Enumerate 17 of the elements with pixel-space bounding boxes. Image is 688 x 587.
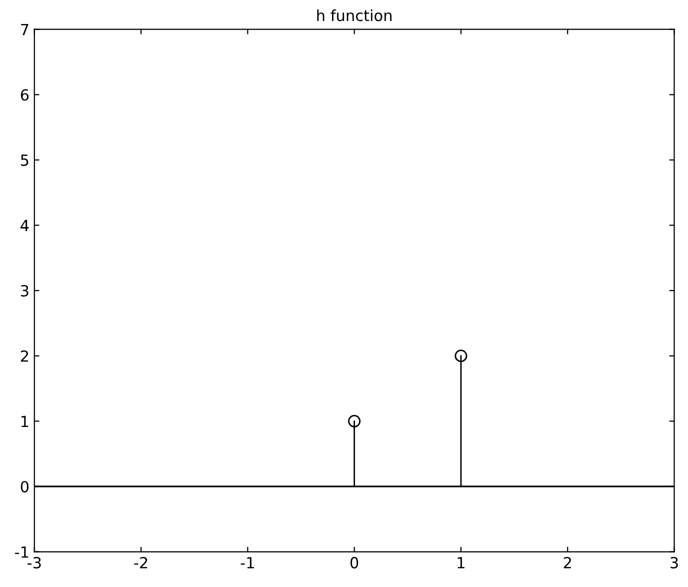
- y-tick-label: -1: [15, 546, 28, 558]
- x-tick-label: 3: [670, 556, 678, 568]
- y-tick-label: 7: [21, 24, 28, 36]
- y-tick-label: 6: [20, 89, 29, 101]
- x-tick-label: 2: [564, 556, 571, 568]
- x-tick-label: 1: [458, 557, 464, 568]
- x-tick-label: 0: [350, 556, 358, 568]
- chart-title: h function: [317, 9, 392, 22]
- y-tick-label: 5: [21, 154, 28, 166]
- y-tick-label: 1: [21, 416, 28, 427]
- x-tick-label: -3: [28, 556, 41, 568]
- y-tick-label: 3: [20, 285, 28, 297]
- y-tick-label: 0: [20, 480, 29, 492]
- x-tick-label: -1: [240, 557, 254, 568]
- y-tick-label: 2: [20, 350, 28, 362]
- y-tick-label: 4: [20, 220, 29, 232]
- x-tick-label: -2: [134, 556, 148, 568]
